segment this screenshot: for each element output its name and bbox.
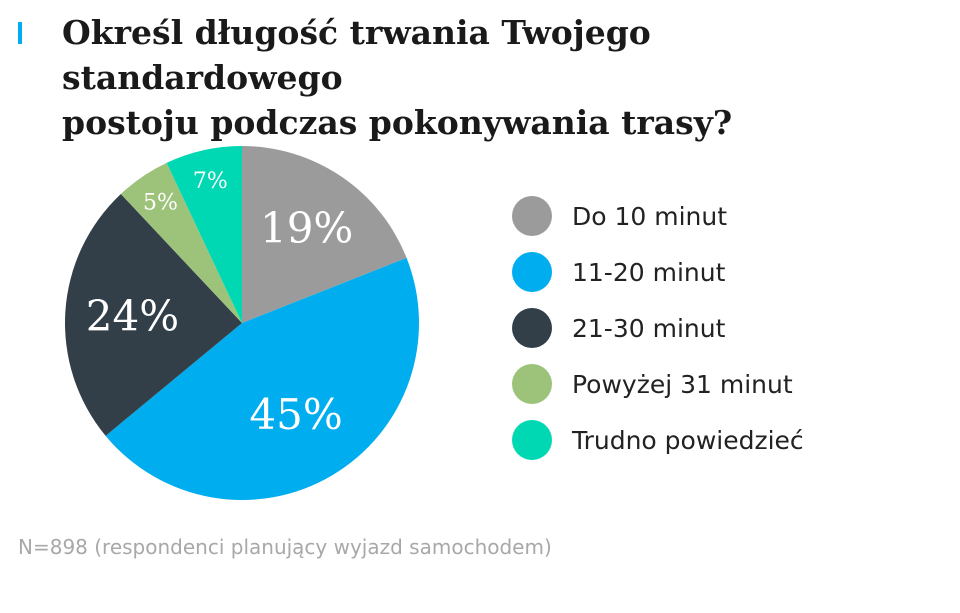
legend-swatch <box>512 420 552 460</box>
pie-chart: 19% 45% 24% 5% 7% <box>65 146 420 500</box>
legend-swatch <box>512 196 552 236</box>
title-accent-bar <box>18 22 22 44</box>
footnote: N=898 (respondenci planujący wyjazd samo… <box>18 535 552 559</box>
pie-slice-powyzej-31-minut <box>120 162 242 323</box>
legend-label: 21-30 minut <box>572 313 726 343</box>
chart-title-line-1: Określ długość trwania Twojego standardo… <box>62 13 651 97</box>
chart-title-line-2: postoju podczas pokonywania trasy? <box>62 103 733 142</box>
pie-slice-11-20-minut <box>105 257 420 500</box>
pie-label-trudno-powiedziec: 7% <box>193 169 228 194</box>
legend-label: Powyżej 31 minut <box>572 369 793 399</box>
pie-slice-do-10-minut <box>242 146 407 323</box>
pie-slice-trudno-powiedziec <box>166 146 242 323</box>
pie-slice-21-30-minut <box>65 193 242 436</box>
legend-swatch <box>512 252 552 292</box>
legend-item-11-20-minut: 11-20 minut <box>512 244 804 300</box>
chart-title: Określ długość trwania Twojego standardo… <box>62 10 942 145</box>
legend-label: 11-20 minut <box>572 257 726 287</box>
legend-swatch <box>512 308 552 348</box>
legend-item-do-10-minut: Do 10 minut <box>512 188 804 244</box>
legend-label: Trudno powiedzieć <box>572 425 804 455</box>
pie-label-do-10-minut: 19% <box>260 203 353 252</box>
legend-swatch <box>512 364 552 404</box>
pie-label-powyzej-31-minut: 5% <box>143 190 178 215</box>
pie-label-11-20-minut: 45% <box>249 390 342 439</box>
legend-item-trudno-powiedziec: Trudno powiedzieć <box>512 412 804 468</box>
legend-item-powyzej-31-minut: Powyżej 31 minut <box>512 356 804 412</box>
pie-label-21-30-minut: 24% <box>86 292 179 341</box>
chart-legend: Do 10 minut 11-20 minut 21-30 minut Powyżej… <box>512 188 804 468</box>
legend-item-21-30-minut: 21-30 minut <box>512 300 804 356</box>
legend-label: Do 10 minut <box>572 201 728 231</box>
